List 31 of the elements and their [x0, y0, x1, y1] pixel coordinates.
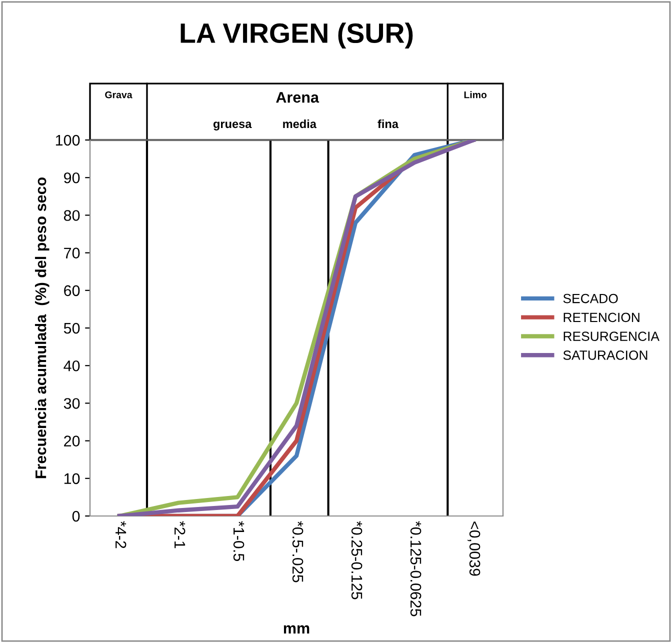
legend-label: SECADO	[563, 294, 618, 304]
y-tick-label: 70	[64, 248, 80, 258]
text: Limo	[464, 91, 487, 98]
x-tick-label: *4-2	[116, 521, 126, 548]
x-tick-label: *0.125-0.0625	[410, 521, 422, 616]
x-tick-label: <0,0039	[468, 522, 480, 576]
y-tick-label: 40	[64, 360, 80, 372]
x-tick-label: *2-1	[174, 521, 186, 548]
chart-title: LA VIRGEN (SUR)	[180, 22, 413, 49]
text: fina	[378, 119, 399, 128]
x-tick-label: *0.25-0.125	[351, 521, 362, 600]
legend-label: RETENCION	[564, 312, 640, 322]
legend-label: SATURACION	[563, 350, 648, 360]
x-axis-title: mm	[284, 625, 310, 634]
y-axis-title: Frecuencia acumulada (%) del peso seco	[34, 177, 50, 478]
text: gruesa	[213, 122, 252, 130]
y-tick-label: 90	[64, 172, 80, 184]
y-tick-label: 50	[64, 322, 80, 334]
y-tick-label: 30	[64, 398, 80, 409]
y-tick-label: 0	[72, 510, 80, 522]
x-tick-label: *0.5-.025	[292, 521, 304, 582]
y-tick-label: 80	[64, 210, 80, 221]
y-tick-label: 20	[64, 436, 80, 446]
x-tick-label: *1-0.5	[233, 521, 244, 561]
legend-label: RESURGENCIA	[564, 332, 660, 341]
y-tick-label: 10	[64, 473, 80, 484]
text: Arena	[276, 92, 320, 103]
y-tick-label: 60	[64, 285, 80, 296]
y-tick-label: 100	[56, 134, 80, 146]
text: Grava	[105, 91, 132, 98]
text: media	[283, 119, 317, 128]
